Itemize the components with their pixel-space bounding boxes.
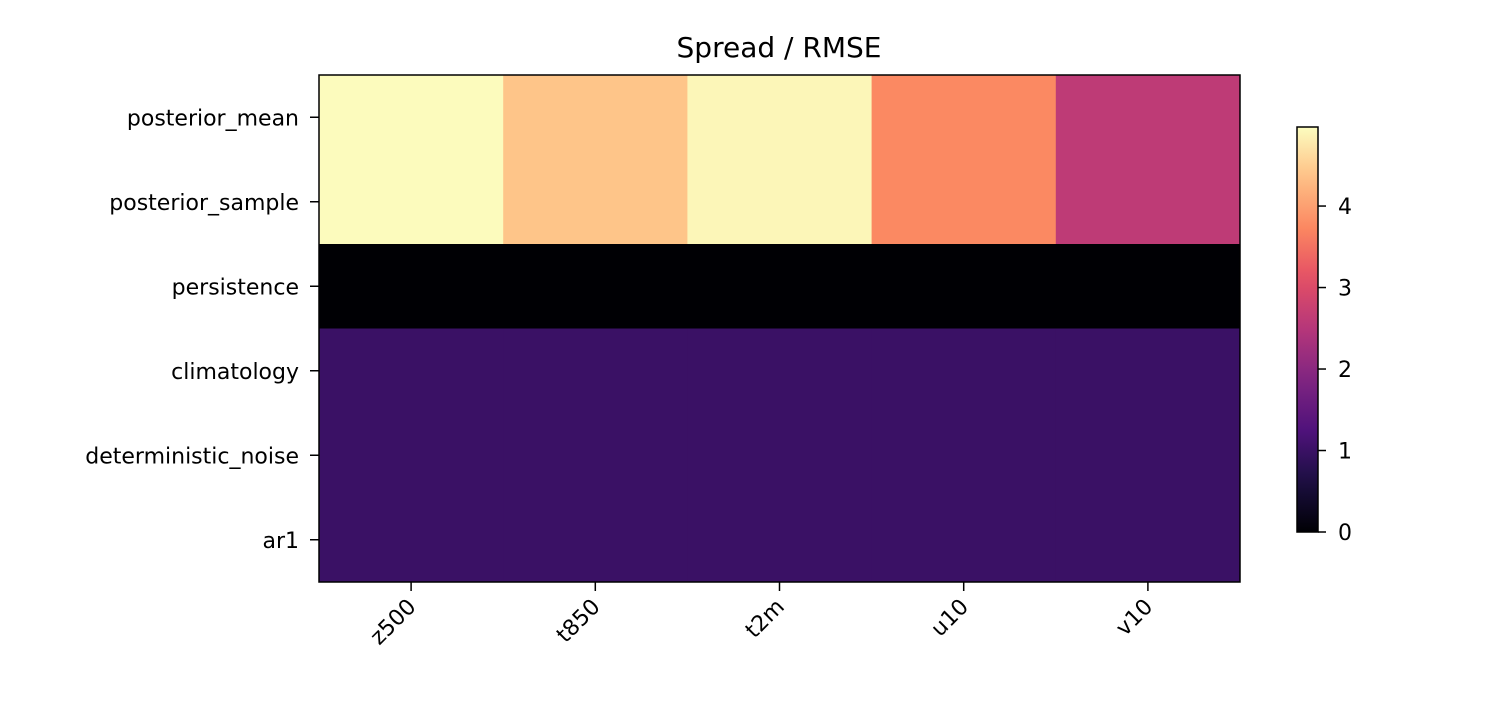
heatmap-cell (319, 328, 504, 414)
x-tick-label: u10 (927, 595, 974, 642)
heatmap-cell (871, 497, 1057, 583)
heatmap-cell (687, 497, 873, 583)
colorbar-tick-label: 4 (1338, 195, 1352, 220)
heatmap-cell (503, 159, 688, 245)
heatmap-cell (687, 328, 873, 414)
colorbar-tick-label: 2 (1338, 358, 1352, 383)
y-tick-label: posterior_sample (109, 191, 299, 216)
colorbar: 0 1 2 3 4 (1296, 126, 1352, 546)
heatmap-cell (319, 75, 504, 160)
y-tick-label: deterministic_noise (85, 444, 299, 469)
colorbar-tick-label: 1 (1338, 440, 1352, 465)
x-axis: z500 t850 t2m u10 v10 (366, 582, 1158, 650)
heatmap-cell (1055, 413, 1241, 498)
heatmap-cell (871, 328, 1057, 414)
x-tick-label: z500 (366, 595, 422, 651)
x-tick-label: v10 (1111, 595, 1158, 642)
heatmap-cells (319, 75, 1241, 583)
heatmap-cell (871, 159, 1057, 245)
y-tick-label: ar1 (262, 529, 299, 554)
heatmap-cell (687, 75, 873, 160)
colorbar-tick-label: 3 (1338, 277, 1352, 302)
heatmap-cell (503, 328, 688, 414)
heatmap-cell (503, 497, 688, 583)
heatmap-cell (687, 159, 873, 245)
heatmap-cell (503, 413, 688, 498)
colorbar-gradient (1296, 126, 1319, 533)
heatmap-cell (1055, 328, 1241, 414)
heatmap-cell (871, 244, 1057, 329)
heatmap-cell (1055, 75, 1241, 160)
heatmap-cell (1055, 497, 1241, 583)
y-tick-label: climatology (171, 360, 299, 385)
x-tick-label: t850 (552, 595, 605, 648)
y-tick-label: persistence (172, 275, 299, 300)
x-tick-label: t2m (741, 595, 790, 644)
chart-title: Spread / RMSE (677, 31, 882, 64)
heatmap-cell (687, 413, 873, 498)
heatmap-cell (1055, 244, 1241, 329)
colorbar-ticks: 0 1 2 3 4 (1318, 195, 1352, 546)
y-axis: posterior_mean posterior_sample persistenc… (85, 106, 319, 554)
heatmap-cell (319, 159, 504, 245)
y-tick-label: posterior_mean (127, 106, 299, 131)
heatmap-cell (319, 244, 504, 329)
heatmap-cell (1055, 159, 1241, 245)
heatmap-cell (687, 244, 873, 329)
heatmap-cell (319, 497, 504, 583)
heatmap-cell (319, 413, 504, 498)
heatmap-cell (503, 244, 688, 329)
heatmap-cell (503, 75, 688, 160)
colorbar-tick-label: 0 (1338, 521, 1352, 546)
heatmap-cell (871, 75, 1057, 160)
heatmap-cell (871, 413, 1057, 498)
